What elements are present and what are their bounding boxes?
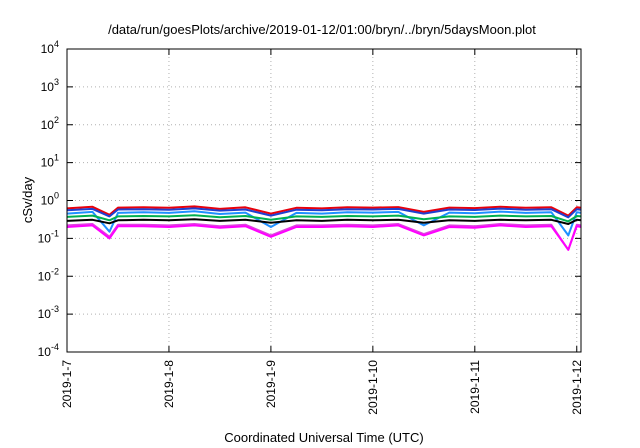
x-tick-label: 2019-1-8: [162, 360, 176, 408]
y-axis-label: cSv/day: [20, 176, 35, 223]
series-line-1: [66, 205, 582, 217]
series-line-3: [66, 210, 582, 237]
grid: [66, 49, 581, 352]
ticks: 10-4 10-3 10-2 10-1 100 101 102 103 104 2019-1-7 2…: [38, 39, 584, 415]
y-tick-label: 10-3: [38, 304, 59, 321]
y-tick-label: 10-1: [38, 228, 59, 245]
x-tick-label: 2019-1-9: [264, 360, 278, 408]
y-tick-label: 101: [41, 153, 59, 170]
chart-title: /data/run/goesPlots/archive/2019-01-12/0…: [108, 22, 536, 37]
y-tick-label: 100: [41, 191, 59, 208]
series-line-7: [66, 224, 582, 251]
series-line-4: [66, 214, 582, 223]
y-tick-label: 103: [41, 77, 59, 94]
y-tick-label: 102: [41, 115, 59, 132]
y-tick-label: 10-2: [38, 266, 59, 283]
x-axis-label: Coordinated Universal Time (UTC): [224, 430, 423, 445]
series-line-2: [66, 207, 582, 219]
x-tick-label: 2019-1-12: [570, 360, 584, 415]
y-tick-label: 10-4: [38, 342, 59, 359]
x-tick-label: 2019-1-7: [60, 360, 74, 408]
series-line-6: [66, 223, 582, 251]
x-tick-label: 2019-1-11: [468, 360, 482, 414]
series-line-5: [66, 218, 582, 225]
y-tick-label: 104: [41, 39, 59, 56]
x-tick-label: 2019-1-10: [366, 360, 380, 415]
series-group: [66, 205, 582, 251]
